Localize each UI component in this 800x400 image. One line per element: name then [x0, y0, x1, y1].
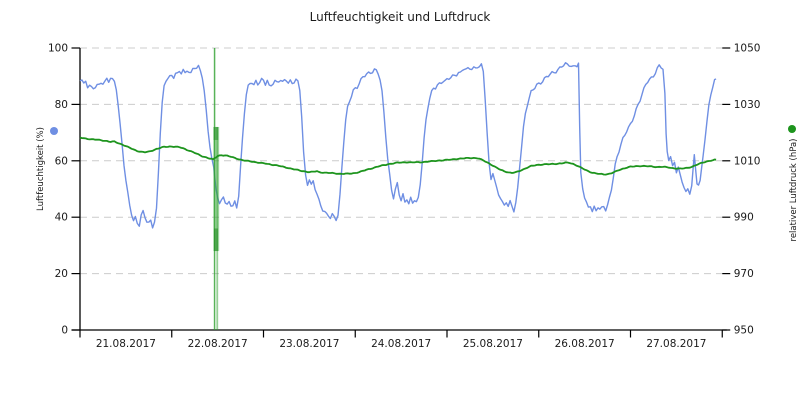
y-right-tick-label-970: 970	[734, 268, 754, 280]
y-left-tick-label-0: 0	[61, 325, 68, 337]
x-axis-date-label: 24.08.2017	[371, 338, 431, 350]
y-right-tick-label-950: 950	[734, 325, 754, 337]
x-axis-date-label: 21.08.2017	[96, 338, 156, 350]
y-right-tick-label-990: 990	[734, 212, 754, 224]
y-right-tick-label-1050: 1050	[734, 43, 761, 55]
pressure-line	[79, 136, 717, 176]
pressure-spike-band	[213, 126, 220, 252]
y-left-tick-label-40: 40	[55, 212, 68, 224]
pressure-spike-dark-high	[213, 126, 219, 140]
pressure-series-dot	[788, 125, 796, 133]
x-axis-date-label: 26.08.2017	[555, 338, 615, 350]
y-left-tick-label-20: 20	[55, 268, 68, 280]
humidity-series-dot	[50, 127, 58, 135]
x-axis-date-label: 27.08.2017	[646, 338, 706, 350]
x-axis-date-label: 23.08.2017	[279, 338, 339, 350]
y-left-tick-label-100: 100	[48, 43, 68, 55]
x-axis-date-label: 22.08.2017	[188, 338, 248, 350]
y-right-tick-label-1030: 1030	[734, 99, 761, 111]
x-axis-date-label: 25.08.2017	[463, 338, 523, 350]
y-right-tick-label-1010: 1010	[734, 155, 761, 167]
humidity-line	[79, 62, 717, 229]
chart-title: Luftfeuchtigkeit und Luftdruck	[309, 10, 491, 24]
y-left-tick-label-60: 60	[55, 155, 68, 167]
y-left-tick-label-80: 80	[55, 99, 68, 111]
